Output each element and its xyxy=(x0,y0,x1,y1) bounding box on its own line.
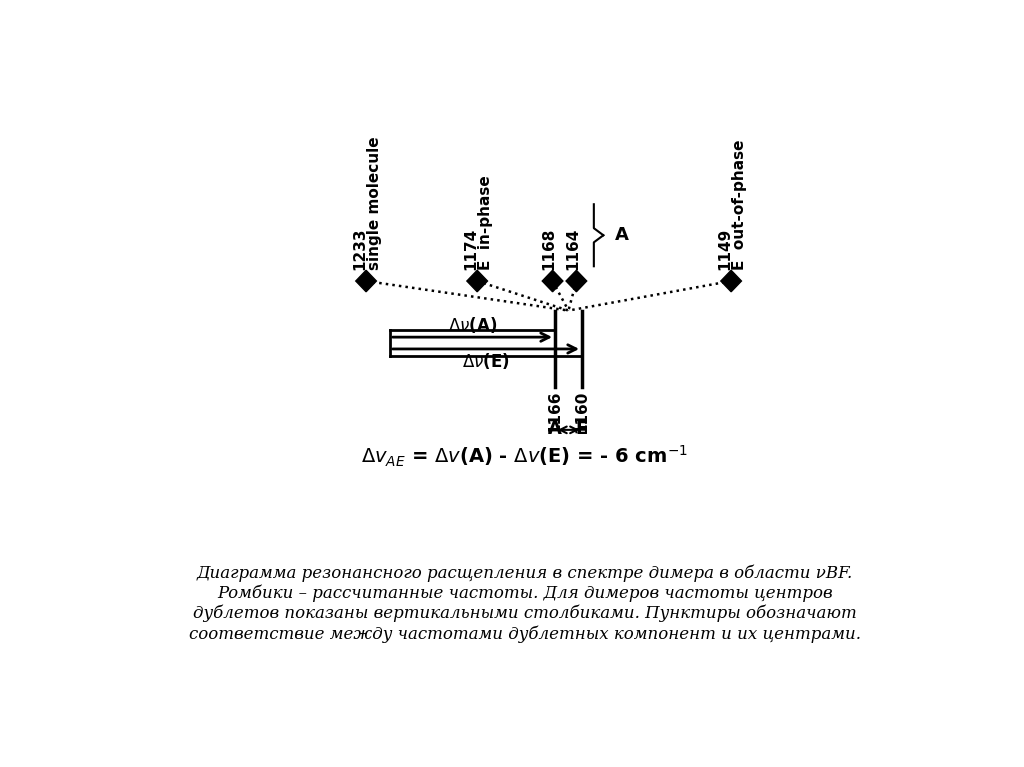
Text: $\Delta\nu$(E): $\Delta\nu$(E) xyxy=(462,351,510,370)
Text: E  out-of-phase: E out-of-phase xyxy=(731,140,746,271)
Text: 1160: 1160 xyxy=(574,390,590,433)
Text: 1233: 1233 xyxy=(352,228,368,271)
Text: A: A xyxy=(615,226,629,244)
Text: Диаграмма резонансного расщепления в спектре димера в области νBF.
Ромбики – рас: Диаграмма резонансного расщепления в спе… xyxy=(188,565,861,643)
Polygon shape xyxy=(566,270,587,291)
Text: 1168: 1168 xyxy=(541,228,556,271)
Polygon shape xyxy=(721,270,741,291)
Text: single molecule: single molecule xyxy=(367,137,382,271)
Text: A: A xyxy=(548,420,562,438)
Text: 1149: 1149 xyxy=(717,228,732,271)
Text: $\Delta\nu$(A): $\Delta\nu$(A) xyxy=(447,315,497,335)
Text: 1164: 1164 xyxy=(565,228,580,271)
Text: 1174: 1174 xyxy=(463,228,478,271)
Text: E  in-phase: E in-phase xyxy=(477,176,493,271)
Polygon shape xyxy=(467,270,487,291)
Text: 1166: 1166 xyxy=(548,390,562,433)
Polygon shape xyxy=(355,270,377,291)
Text: $\Delta v_{AE}$ = $\Delta v$(A) - $\Delta v$(E) = - 6 cm$^{-1}$: $\Delta v_{AE}$ = $\Delta v$(A) - $\Delt… xyxy=(361,443,688,469)
Polygon shape xyxy=(543,270,563,291)
Text: E: E xyxy=(575,420,588,438)
